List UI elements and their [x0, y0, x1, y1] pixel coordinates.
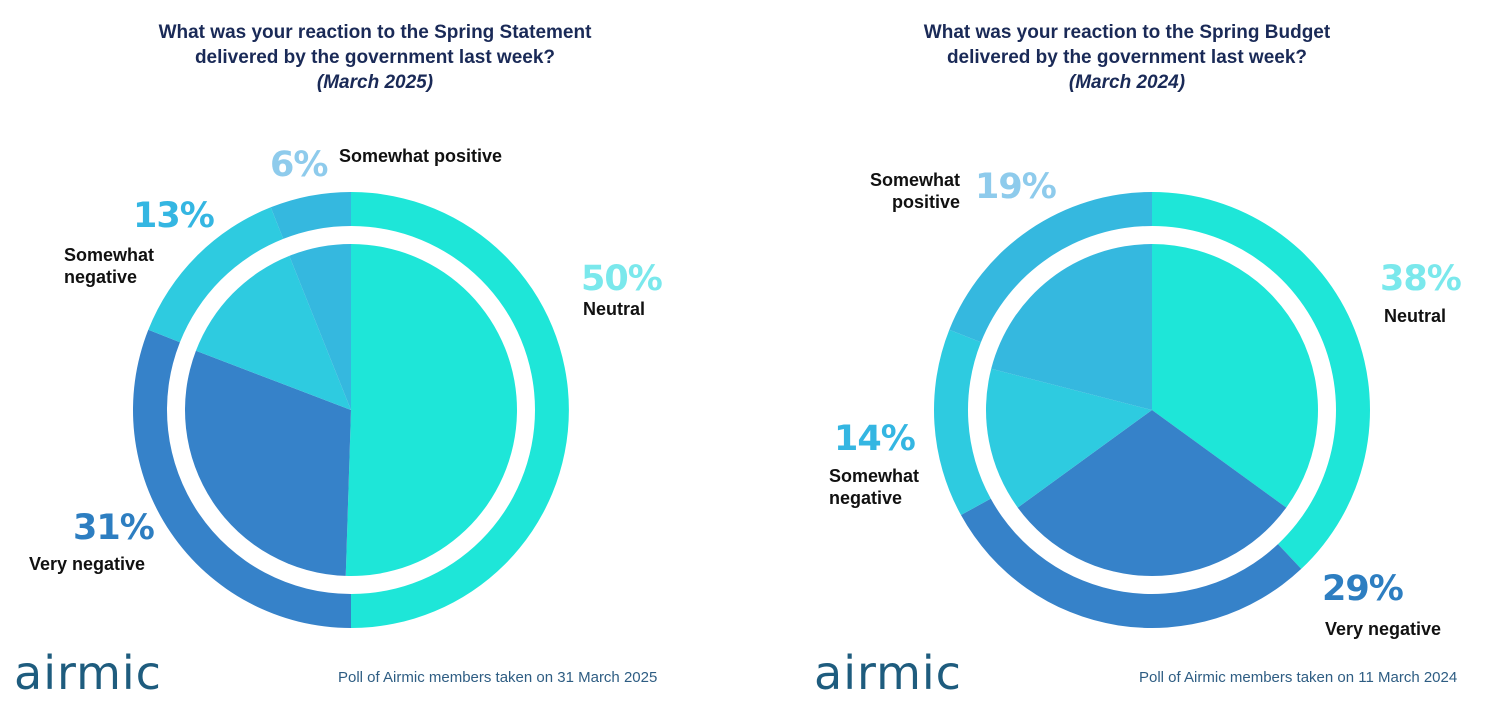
donut-segment-somewhat-positive — [949, 192, 1152, 343]
poll-footnote: Poll of Airmic members taken on 31 March… — [338, 669, 658, 686]
pct-label-neutral: 50% — [581, 259, 663, 299]
category-label-somewhat-positive: Somewhat positive — [869, 170, 960, 212]
category-label-somewhat-negative: Somewhat negative — [829, 466, 920, 508]
donut-segment-somewhat-negative — [148, 207, 284, 343]
donut-segment-somewhat-negative — [934, 329, 991, 516]
donut-segment-neutral — [351, 192, 569, 628]
donut-segment-very-negative — [960, 498, 1302, 628]
chart-title: What was your reaction to the Spring Bud… — [752, 20, 1500, 95]
chart-title-line2: delivered by the government last week? — [194, 47, 556, 68]
airmic-logo: airmic — [814, 646, 962, 700]
chart-title-line1: What was your reaction to the Spring Sta… — [158, 22, 592, 43]
category-label-somewhat-negative: Somewhat negative — [64, 245, 155, 287]
pie-slice-somewhat-negative — [195, 255, 351, 410]
pie-chart-2025 — [133, 192, 569, 628]
chart-subtitle: (March 2024) — [1068, 72, 1186, 93]
category-label-very-negative: Very negative — [1325, 619, 1442, 639]
pct-label-somewhat-positive: 6% — [270, 145, 328, 185]
pie-slice-very-negative — [184, 350, 351, 576]
pct-label-somewhat-positive: 19% — [975, 167, 1057, 207]
category-label-somewhat-positive: Somewhat positive — [339, 146, 503, 166]
donut-segment-neutral — [1152, 192, 1370, 569]
pie-slice-somewhat-negative — [986, 368, 1152, 508]
poll-footnote: Poll of Airmic members taken on 11 March… — [1139, 669, 1458, 686]
pct-label-somewhat-negative: 14% — [834, 419, 916, 459]
pct-label-very-negative: 29% — [1322, 569, 1404, 609]
chart-panel-2024: What was your reaction to the Spring Bud… — [750, 0, 1500, 720]
pie-chart-2024 — [934, 192, 1370, 628]
airmic-logo: airmic — [14, 646, 162, 700]
chart-subtitle: (March 2025) — [316, 72, 434, 93]
pct-label-neutral: 38% — [1380, 259, 1462, 299]
pct-label-somewhat-negative: 13% — [133, 196, 215, 236]
category-label-very-negative: Very negative — [29, 554, 146, 574]
chart-title: What was your reaction to the Spring Sta… — [0, 20, 750, 95]
chart-title-line2: delivered by the government last week? — [946, 47, 1308, 68]
pie-slice-somewhat-positive — [289, 244, 351, 410]
pie-slice-neutral — [345, 244, 517, 576]
pie-slice-somewhat-positive — [991, 244, 1152, 410]
chart-title-line1: What was your reaction to the Spring Bud… — [923, 22, 1331, 43]
donut-segment-very-negative — [133, 329, 351, 628]
donut-segment-somewhat-positive — [270, 192, 351, 239]
pie-slice-very-negative — [1017, 410, 1287, 576]
pie-slice-neutral — [1152, 244, 1318, 508]
pct-label-very-negative: 31% — [73, 508, 155, 548]
chart-panel-2025: What was your reaction to the Spring Sta… — [0, 20, 750, 700]
category-label-neutral: Neutral — [583, 299, 646, 319]
category-label-neutral: Neutral — [1384, 306, 1447, 326]
